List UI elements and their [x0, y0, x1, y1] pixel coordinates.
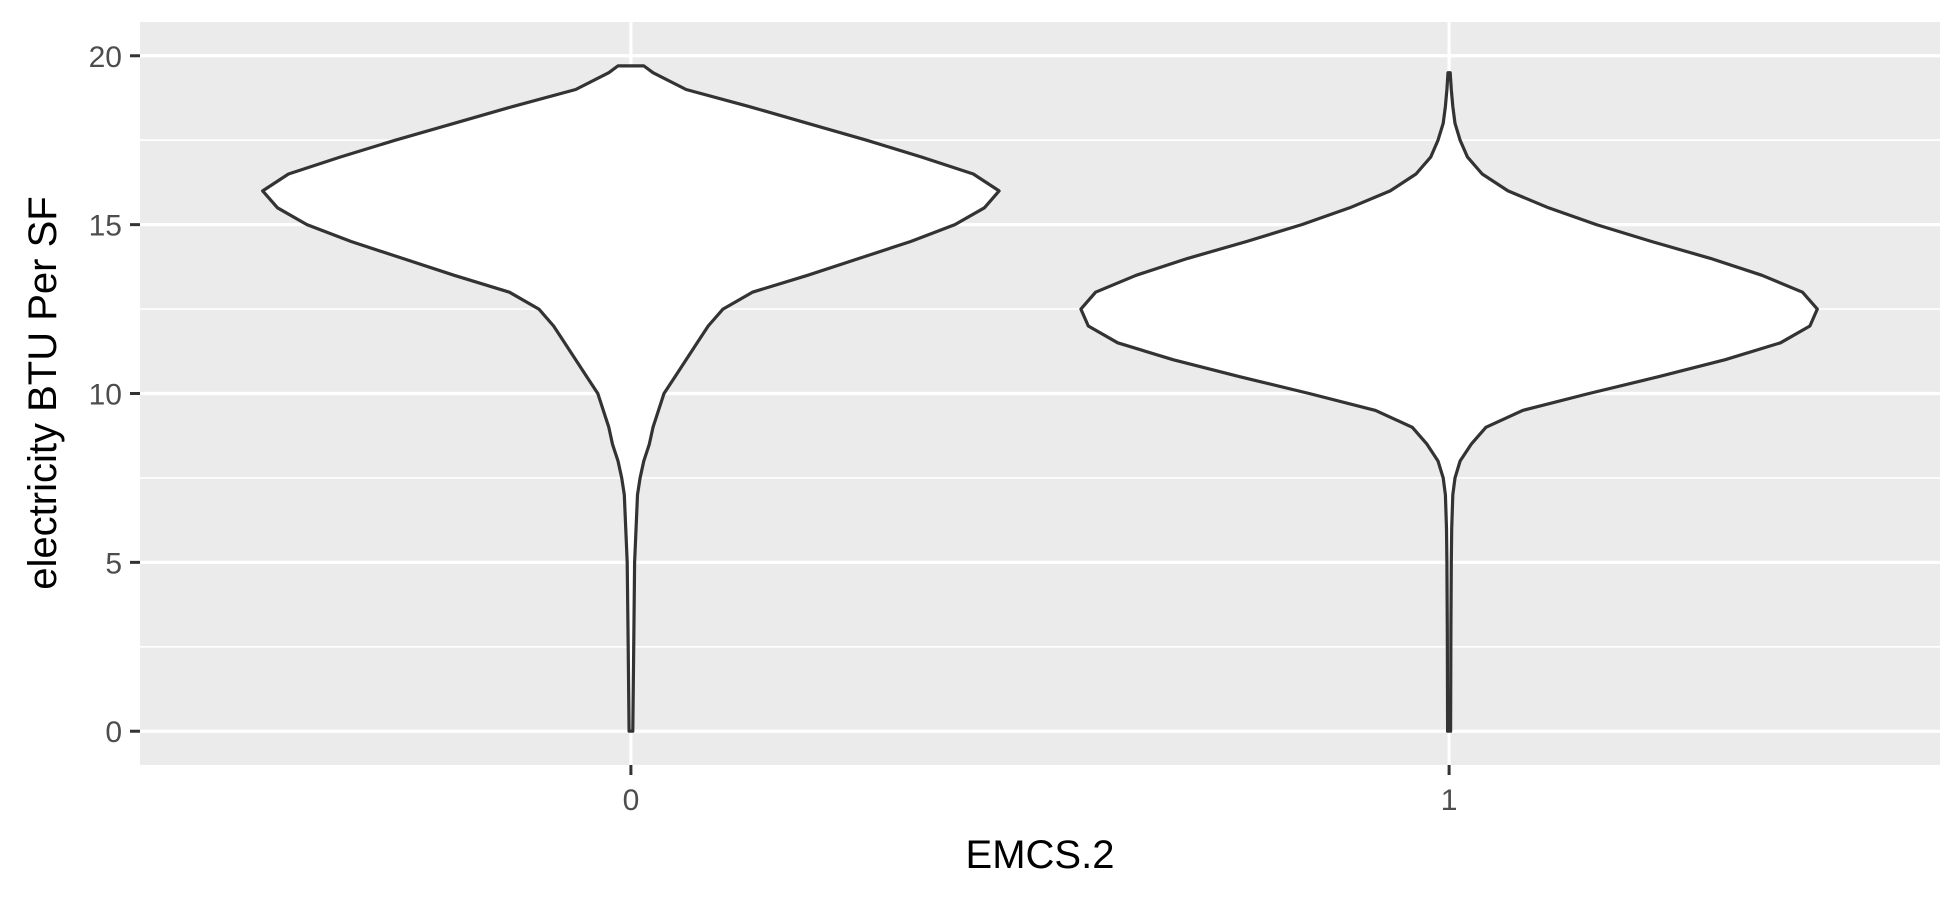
violin-1 — [1079, 71, 1819, 733]
violin-0 — [261, 64, 1001, 733]
y-tick-label: 10 — [89, 379, 122, 412]
x-tick-label: 0 — [623, 784, 640, 817]
x-axis-title: EMCS.2 — [966, 833, 1115, 877]
y-tick-label: 0 — [105, 716, 122, 749]
y-tick-label: 20 — [89, 41, 122, 74]
y-tick-label: 5 — [105, 547, 122, 580]
y-tick-label: 15 — [89, 210, 122, 243]
violins — [261, 64, 1819, 733]
axes: 0 5 10 15 20 0 1 — [89, 41, 1458, 817]
y-axis-title: electricity BTU Per SF — [21, 196, 65, 589]
x-tick-label: 1 — [1441, 784, 1458, 817]
